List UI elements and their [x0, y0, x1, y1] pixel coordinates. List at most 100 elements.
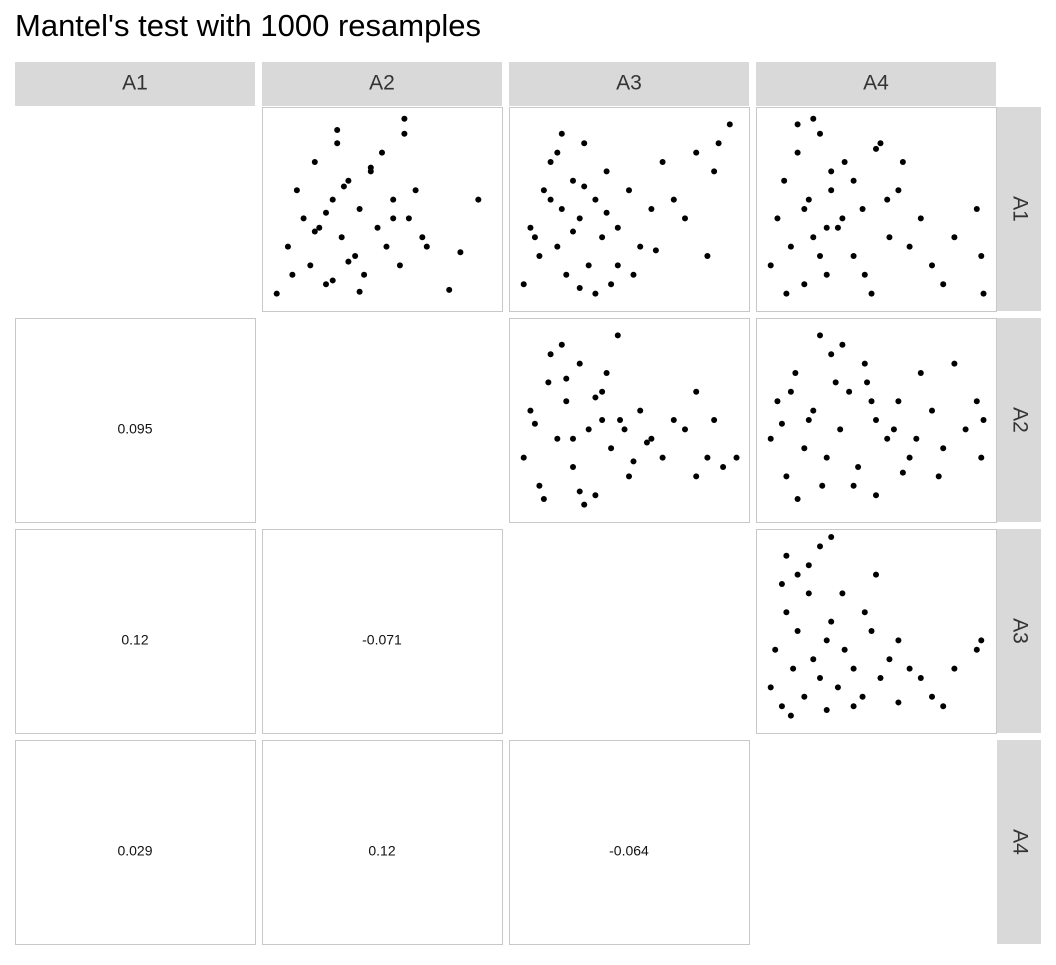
scatter-point [284, 243, 291, 250]
column-strip [509, 62, 749, 106]
scatter-point [531, 234, 538, 241]
scatter-point [973, 398, 980, 405]
scatter-point [536, 482, 543, 489]
scatter-point [345, 177, 352, 184]
scatter-point [973, 206, 980, 212]
correlation-label: 0.12 [121, 632, 148, 648]
scatter-point [361, 271, 368, 278]
scatter-point [554, 149, 561, 156]
scatter-point [603, 370, 610, 376]
scatter-point [563, 375, 570, 382]
scatter-point [617, 417, 624, 423]
scatter-point [648, 206, 655, 212]
scatter-point [828, 187, 835, 194]
scatter-point [783, 609, 790, 616]
scatter-point [693, 149, 700, 156]
scatter-point [794, 571, 801, 578]
correlation-label: 0.095 [117, 421, 152, 437]
scatter-point [603, 168, 610, 175]
scatter-point [817, 543, 823, 550]
scatter-point [861, 609, 868, 616]
scatter-point [787, 243, 794, 250]
scatter-point [581, 140, 588, 147]
correlation-label: -0.071 [362, 632, 402, 648]
scatter-point [834, 224, 841, 231]
scatter-point [334, 140, 341, 147]
scatter-point [637, 407, 644, 414]
scatter-point [316, 224, 323, 231]
scatter-point [877, 675, 884, 681]
scatter-point [643, 439, 650, 446]
scatter-point [890, 426, 897, 433]
scatter-point [850, 253, 857, 259]
scatter-point [637, 243, 644, 250]
scatter-point [682, 215, 688, 222]
scatter-point [704, 253, 711, 259]
scatter-point [300, 215, 307, 222]
scatter-point [401, 115, 408, 122]
scatter-point [711, 417, 718, 423]
scatter-point [307, 262, 314, 269]
scatter-point [396, 262, 403, 269]
scatter-point [527, 224, 534, 231]
scatter-point [558, 341, 565, 348]
scatter-point [520, 281, 527, 288]
scatter-point [978, 253, 985, 259]
scatter-point [940, 281, 947, 288]
column-strip [262, 62, 502, 106]
chart-title: Mantel's test with 1000 resamples [15, 8, 481, 43]
scatter-point [917, 370, 924, 376]
scatter-point [767, 684, 774, 691]
panel-border [15, 529, 256, 734]
row-strip-label: A2 [1008, 407, 1031, 433]
scatter-point [778, 703, 785, 710]
scatter-point [794, 495, 801, 502]
scatter-point [379, 149, 385, 156]
scatter-point [547, 159, 554, 165]
scatter-point [323, 281, 329, 288]
scatter-point [801, 206, 808, 212]
scatter-point [693, 473, 700, 480]
column-strip-label: A1 [122, 72, 148, 95]
scatter-point [978, 637, 985, 644]
scatter-point [917, 675, 924, 681]
row-strip [997, 740, 1041, 944]
scatter-point [630, 458, 637, 465]
scatter-point [817, 130, 823, 137]
scatter-point [828, 168, 835, 175]
scatter-point [772, 646, 779, 653]
scatter-point [352, 253, 359, 259]
scatter-point [895, 699, 902, 706]
scatter-point [884, 196, 891, 203]
scatter-point [929, 693, 935, 700]
scatter-point [356, 288, 363, 295]
scatter-point [540, 495, 547, 502]
scatter-point [828, 618, 835, 625]
scatter-point [554, 435, 561, 442]
scatter-point [558, 206, 565, 212]
scatter-point [839, 590, 846, 597]
scatter-point [585, 426, 592, 433]
panel-border [262, 529, 503, 734]
scatter-point [855, 464, 862, 470]
scatter-point [877, 140, 884, 147]
scatter-point [951, 665, 958, 672]
row-strip [997, 318, 1041, 522]
scatter-point [720, 464, 727, 470]
scatter-point [864, 379, 871, 386]
scatter-point [794, 628, 801, 634]
scatter-point [823, 706, 830, 713]
scatter-point [884, 435, 891, 442]
scatter-point [906, 665, 913, 672]
scatter-point [520, 454, 527, 461]
scatter-point [805, 562, 812, 569]
scatter-point [846, 388, 853, 395]
scatter-point [895, 398, 902, 405]
scatter-point [329, 277, 336, 284]
scatter-point [273, 290, 280, 297]
scatter-point [592, 394, 599, 401]
scatter-point [980, 417, 987, 423]
column-strip [15, 62, 255, 106]
scatter-point [962, 426, 969, 433]
panel-border [756, 107, 997, 312]
